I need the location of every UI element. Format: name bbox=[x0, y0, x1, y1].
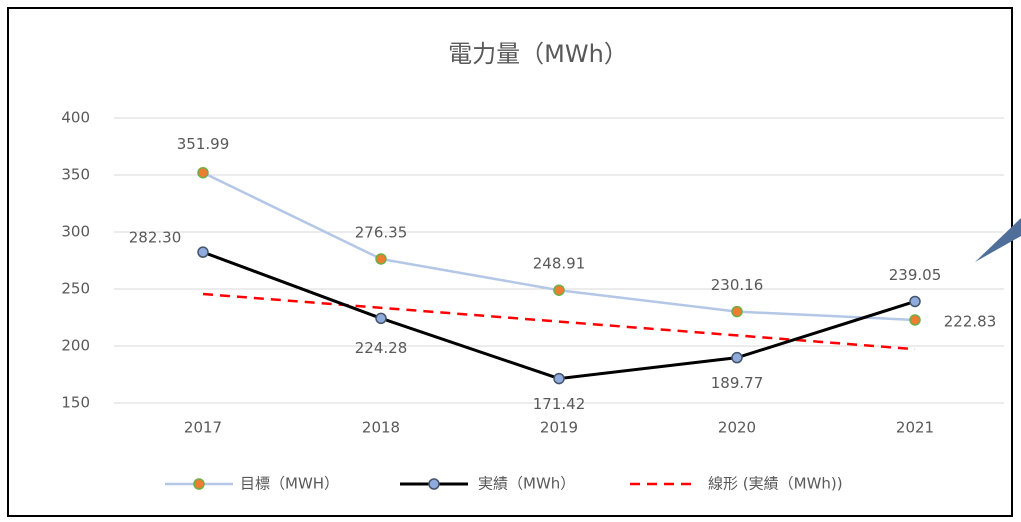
data-label: 171.42 bbox=[533, 395, 586, 413]
marker bbox=[909, 295, 921, 308]
x-tick-label: 2018 bbox=[362, 419, 400, 437]
legend-marker bbox=[193, 478, 205, 490]
data-label: 351.99 bbox=[177, 135, 230, 153]
marker bbox=[731, 351, 743, 364]
data-label: 239.05 bbox=[889, 266, 942, 284]
x-tick-label: 2019 bbox=[540, 419, 578, 437]
data-label: 282.30 bbox=[129, 229, 182, 247]
legend-label: 実績（MWh） bbox=[478, 475, 575, 493]
data-label: 248.91 bbox=[533, 255, 586, 273]
chart-frame bbox=[7, 7, 1013, 517]
y-tick-label: 400 bbox=[61, 109, 90, 127]
legend-marker bbox=[428, 478, 440, 490]
chart-title: 電力量（MWh） bbox=[448, 40, 628, 68]
marker bbox=[731, 305, 743, 318]
marker bbox=[553, 372, 565, 385]
data-label: 222.83 bbox=[944, 312, 997, 330]
marker bbox=[197, 166, 209, 179]
callout-arrow bbox=[975, 218, 1021, 262]
x-tick-label: 2021 bbox=[896, 419, 934, 437]
legend-label: 線形 (実績（MWh)) bbox=[708, 475, 843, 493]
x-tick-label: 2017 bbox=[184, 419, 222, 437]
x-tick-label: 2020 bbox=[718, 419, 756, 437]
marker bbox=[553, 284, 565, 296]
data-label: 276.35 bbox=[355, 223, 408, 241]
data-label: 189.77 bbox=[711, 374, 764, 392]
marker bbox=[197, 246, 209, 258]
marker bbox=[909, 314, 921, 326]
data-label: 224.28 bbox=[355, 339, 408, 357]
data-label: 230.16 bbox=[711, 276, 764, 294]
y-tick-label: 350 bbox=[61, 166, 90, 184]
y-tick-label: 200 bbox=[61, 337, 90, 355]
legend-label: 目標（MWH） bbox=[240, 475, 339, 493]
y-tick-label: 250 bbox=[61, 280, 90, 298]
marker bbox=[375, 312, 387, 325]
y-tick-label: 300 bbox=[61, 223, 90, 241]
y-tick-label: 150 bbox=[61, 394, 90, 412]
marker bbox=[375, 253, 387, 265]
